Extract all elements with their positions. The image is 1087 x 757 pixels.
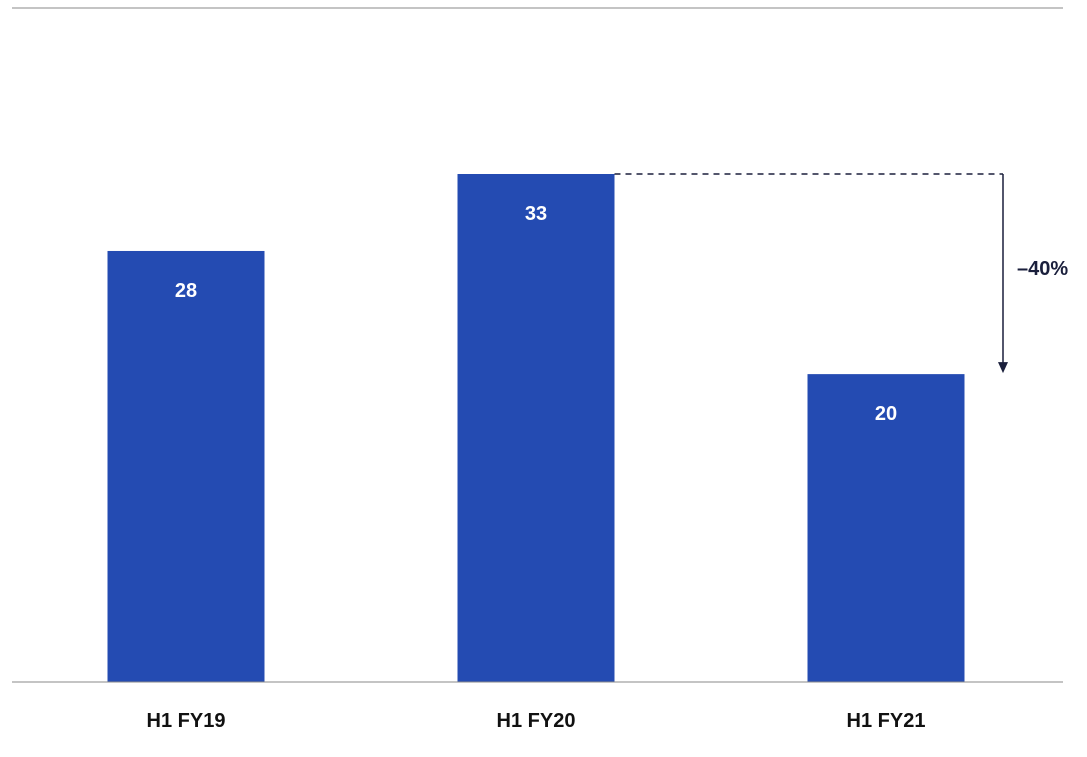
bar-h1-fy19 xyxy=(107,250,265,682)
bar-value-label-h1-fy21: 20 xyxy=(875,403,897,425)
down-arrow-icon xyxy=(998,362,1008,374)
bar-h1-fy21 xyxy=(807,374,965,682)
change-annotation: –40% xyxy=(614,173,1068,374)
category-label-h1-fy19: H1 FY19 xyxy=(147,710,226,732)
bar-h1-fy20 xyxy=(457,174,615,682)
bar-value-label-h1-fy19: 28 xyxy=(175,280,197,302)
category-label-h1-fy21: H1 FY21 xyxy=(847,710,926,732)
change-percent-label: –40% xyxy=(1017,258,1068,280)
category-label-h1-fy20: H1 FY20 xyxy=(497,710,576,732)
bar-value-label-h1-fy20: 33 xyxy=(525,203,547,225)
bars-group: 28 H1 FY19 33 H1 FY20 20 H1 FY21 xyxy=(107,174,965,732)
